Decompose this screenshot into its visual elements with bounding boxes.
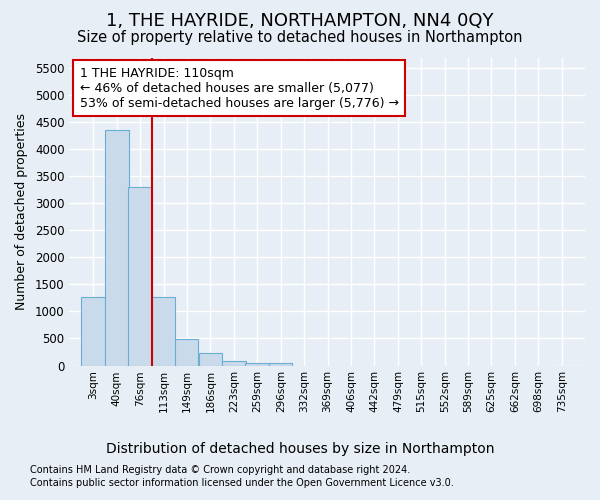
Text: 1, THE HAYRIDE, NORTHAMPTON, NN4 0QY: 1, THE HAYRIDE, NORTHAMPTON, NN4 0QY (106, 12, 494, 30)
Bar (269, 362, 292, 366)
Text: 1 THE HAYRIDE: 110sqm
← 46% of detached houses are smaller (5,077)
53% of semi-d: 1 THE HAYRIDE: 110sqm ← 46% of detached … (80, 66, 399, 110)
Bar (105, 130, 128, 366)
Bar (175, 339, 199, 365)
Text: Distribution of detached houses by size in Northampton: Distribution of detached houses by size … (106, 442, 494, 456)
Text: Contains HM Land Registry data © Crown copyright and database right 2024.: Contains HM Land Registry data © Crown c… (30, 465, 410, 475)
Bar (82, 297, 105, 366)
Y-axis label: Number of detached properties: Number of detached properties (15, 113, 28, 310)
Text: Size of property relative to detached houses in Northampton: Size of property relative to detached ho… (77, 30, 523, 45)
Bar (223, 360, 246, 366)
Bar (152, 297, 175, 366)
Bar (245, 362, 269, 366)
Text: Contains public sector information licensed under the Open Government Licence v3: Contains public sector information licen… (30, 478, 454, 488)
Bar (128, 187, 152, 366)
Bar (199, 353, 222, 366)
